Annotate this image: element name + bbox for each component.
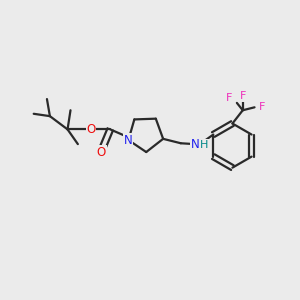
Text: F: F bbox=[226, 94, 232, 103]
Text: F: F bbox=[240, 92, 246, 101]
Text: H: H bbox=[200, 140, 208, 150]
Text: N: N bbox=[190, 138, 199, 151]
Text: O: O bbox=[86, 123, 96, 136]
Text: N: N bbox=[124, 134, 133, 146]
Text: O: O bbox=[97, 146, 106, 159]
Text: F: F bbox=[259, 102, 265, 112]
